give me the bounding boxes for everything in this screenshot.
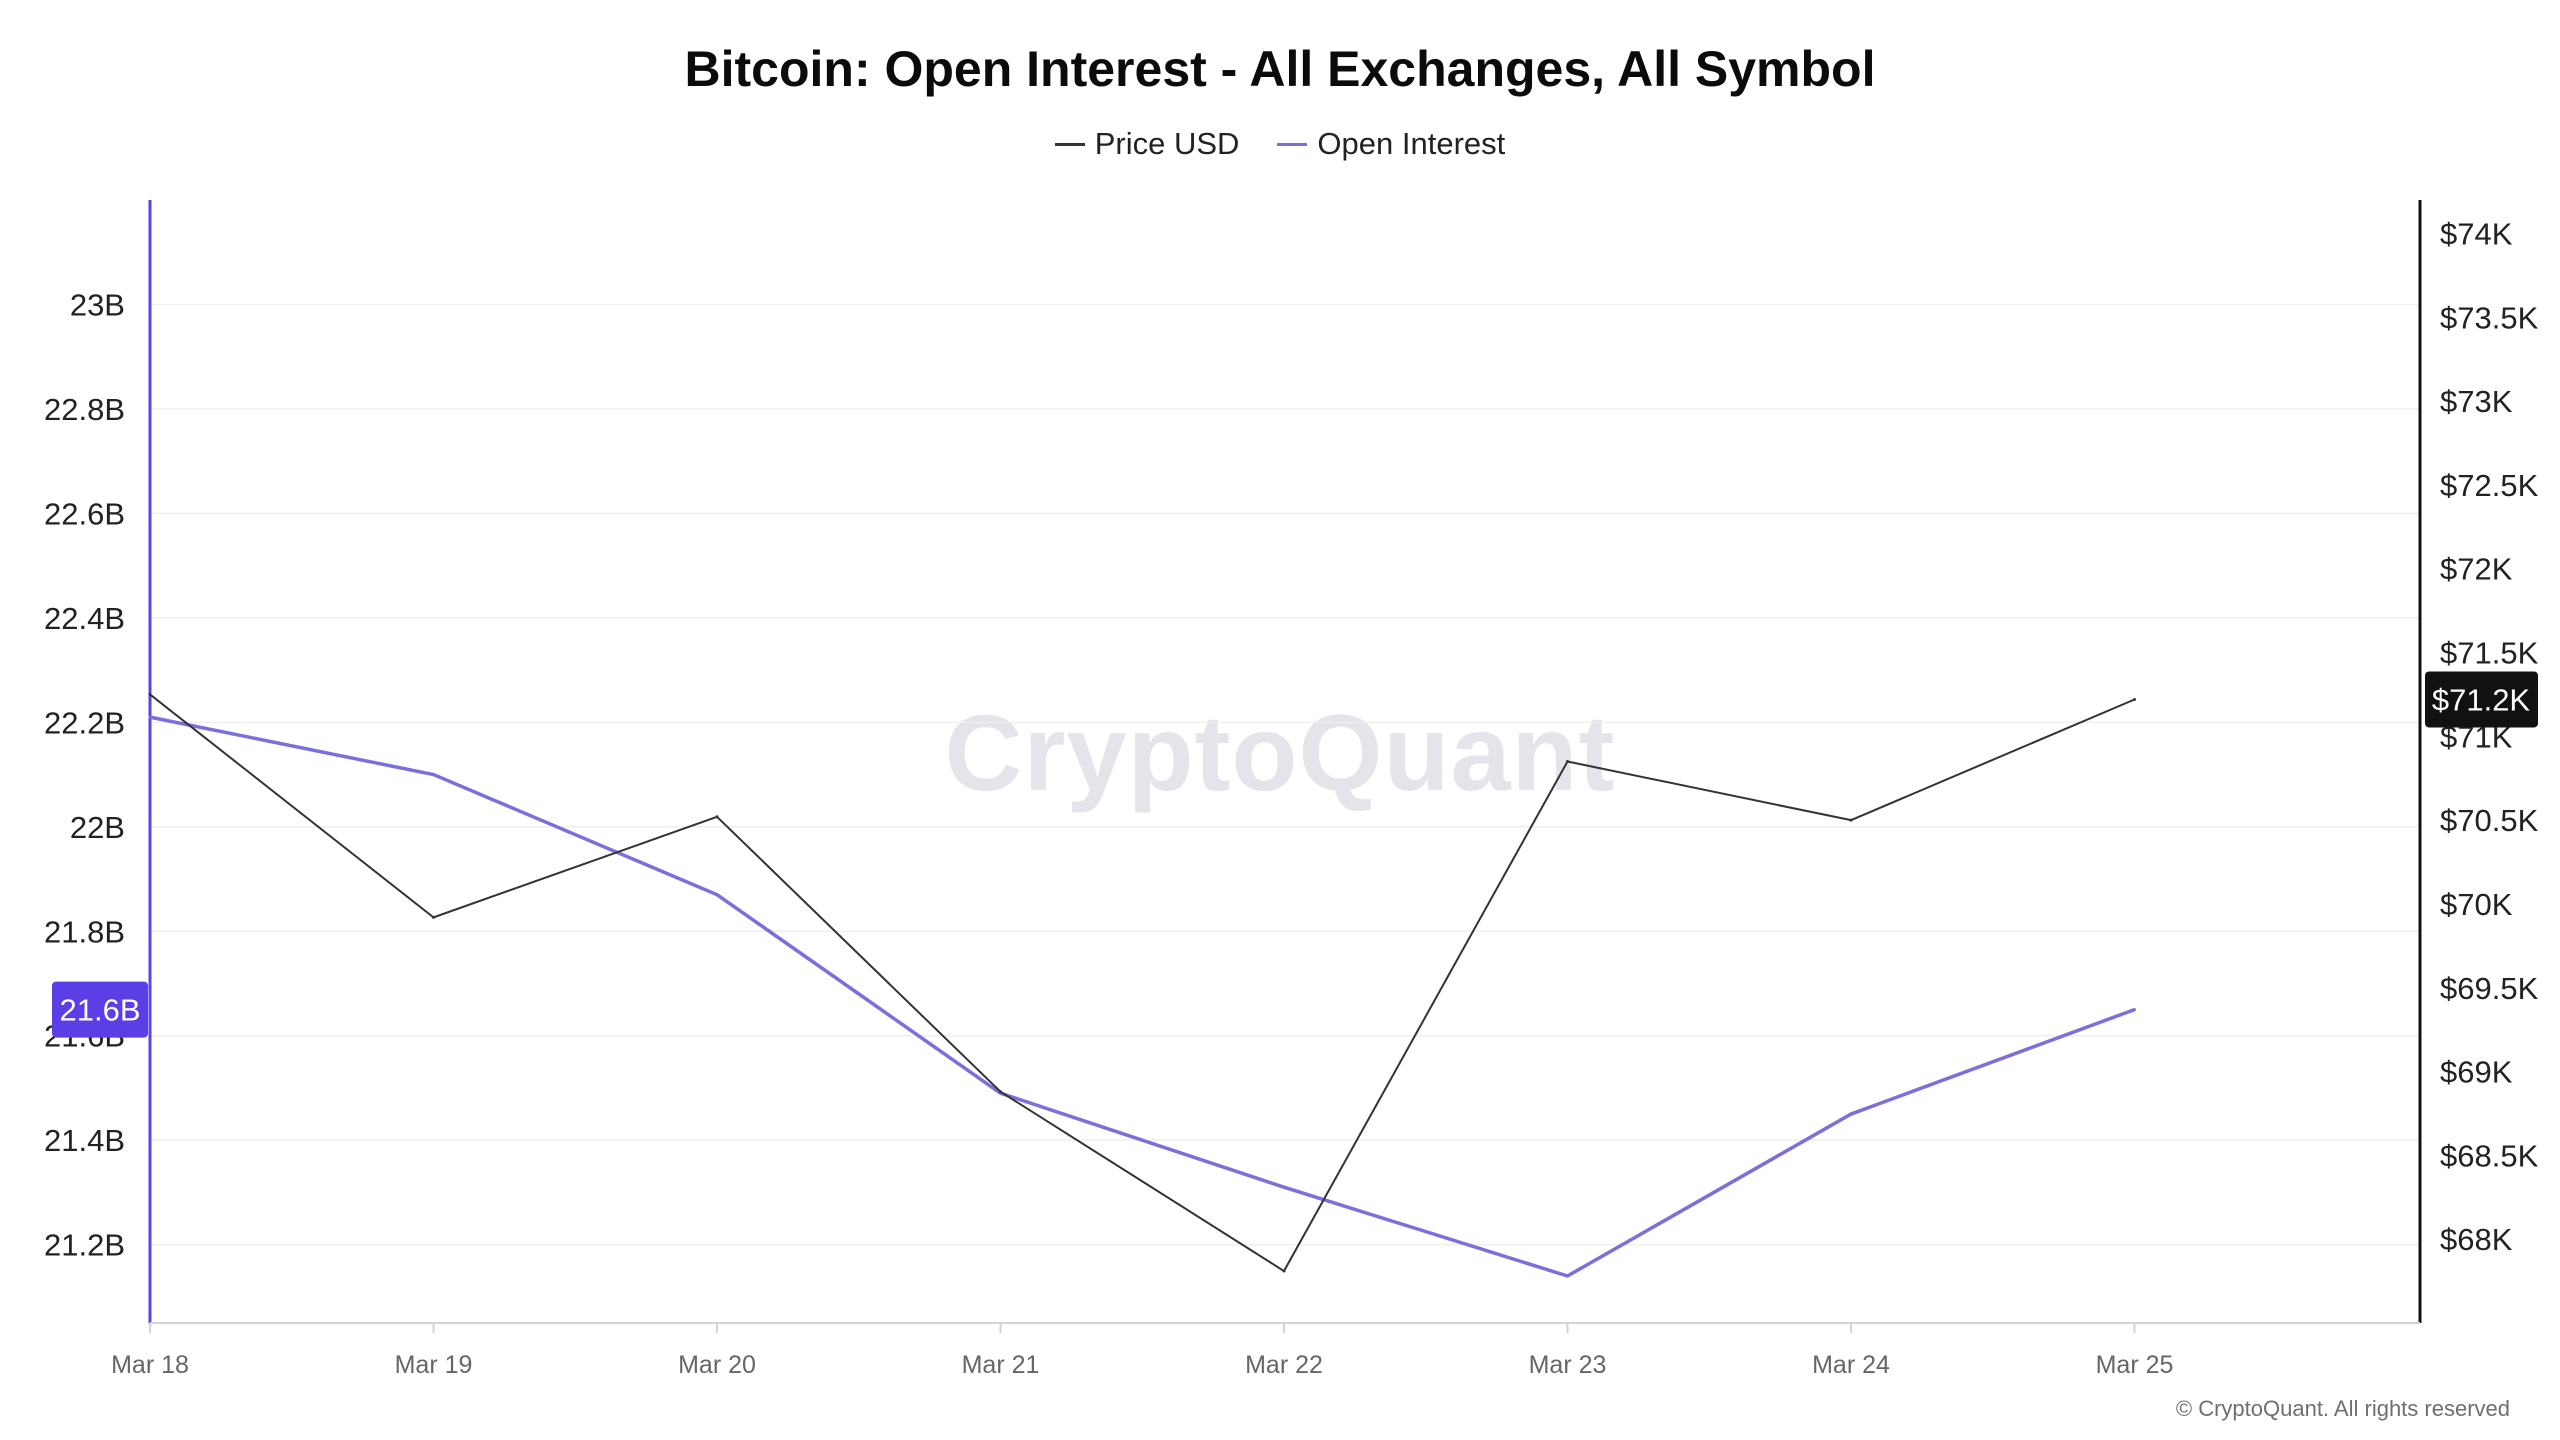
price-current-label: $71.2K bbox=[2432, 682, 2531, 717]
right-tick-label: $72.5K bbox=[2440, 468, 2539, 503]
left-tick-label: 22.2B bbox=[44, 705, 125, 740]
price-usd-point bbox=[2133, 697, 2136, 701]
right-tick-label: $73.5K bbox=[2440, 300, 2539, 335]
legend: Price USD Open Interest bbox=[0, 126, 2560, 162]
x-tick-label: Mar 23 bbox=[1529, 1351, 1607, 1379]
legend-item-open-interest[interactable]: Open Interest bbox=[1277, 126, 1505, 162]
x-tick-label: Mar 18 bbox=[111, 1351, 189, 1379]
x-tick-label: Mar 20 bbox=[678, 1351, 756, 1379]
left-tick-label: 23B bbox=[70, 287, 125, 322]
copyright: © CryptoQuant. All rights reserved bbox=[2175, 1396, 2510, 1421]
right-tick-label: $74K bbox=[2440, 217, 2513, 252]
left-tick-label: 22.6B bbox=[44, 496, 125, 531]
right-tick-label: $70K bbox=[2440, 887, 2513, 922]
chart-title: Bitcoin: Open Interest - All Exchanges, … bbox=[684, 41, 1876, 97]
legend-item-price[interactable]: Price USD bbox=[1054, 126, 1240, 162]
series-lines bbox=[148, 692, 2136, 1278]
left-tick-label: 21.8B bbox=[44, 914, 125, 949]
price-usd-point bbox=[999, 1090, 1002, 1094]
open-interest-line bbox=[149, 715, 2136, 1278]
price-usd-point bbox=[1566, 760, 1569, 763]
left-tick-label: 21.4B bbox=[44, 1123, 125, 1158]
watermark: CryptoQuant bbox=[944, 692, 1616, 813]
x-tick-label: Mar 24 bbox=[1812, 1351, 1890, 1379]
price-usd-point bbox=[1849, 818, 1853, 822]
right-tick-label: $71.5K bbox=[2440, 636, 2539, 671]
current-value-markers: 21.6B $71.2K bbox=[52, 671, 2538, 1038]
right-tick-label: $72K bbox=[2440, 552, 2513, 587]
open-interest-point bbox=[1282, 1185, 1286, 1189]
x-tick-label: Mar 21 bbox=[962, 1351, 1040, 1379]
price-current-badge bbox=[2425, 671, 2538, 728]
legend-label-open-interest: Open Interest bbox=[1317, 126, 1506, 161]
left-tick-label: 22B bbox=[70, 810, 125, 845]
price-usd-point bbox=[432, 915, 435, 919]
right-tick-label: $70.5K bbox=[2440, 803, 2539, 838]
open-interest-point bbox=[715, 893, 719, 897]
price-usd-point bbox=[148, 692, 152, 696]
axes bbox=[148, 200, 2422, 1333]
left-tick-label: 22.4B bbox=[44, 601, 125, 636]
open-interest-point bbox=[432, 773, 435, 777]
right-tick-label: $68K bbox=[2440, 1222, 2513, 1257]
open-interest-point bbox=[2133, 1008, 2136, 1012]
legend-swatch-price bbox=[1054, 142, 1085, 146]
tick-labels: 21.2B 21.4B 21.6B 21.8B 22B 22.2B 22.4B 22.6B 22… bbox=[44, 217, 2539, 1379]
grid bbox=[150, 303, 2420, 1246]
x-tick-label: Mar 22 bbox=[1245, 1351, 1323, 1379]
open-interest-point bbox=[1566, 1274, 1569, 1278]
open-interest-point bbox=[1849, 1112, 1853, 1116]
left-tick-label: 21.2B bbox=[44, 1228, 125, 1263]
open-interest-current-label: 21.6B bbox=[59, 993, 140, 1028]
open-interest-point bbox=[148, 715, 152, 719]
price-usd-point bbox=[1282, 1269, 1286, 1273]
legend-label-price: Price USD bbox=[1094, 126, 1240, 161]
x-tick-label: Mar 19 bbox=[395, 1351, 473, 1379]
right-tick-label: $73K bbox=[2440, 384, 2513, 419]
x-tick-label: Mar 25 bbox=[2096, 1351, 2174, 1379]
legend-swatch-open-interest bbox=[1277, 142, 1308, 146]
left-tick-label: 22.8B bbox=[44, 392, 125, 427]
open-interest-current-badge bbox=[52, 981, 148, 1038]
price-usd-line bbox=[149, 693, 2135, 1273]
right-tick-label: $69.5K bbox=[2440, 971, 2539, 1006]
price-usd-point bbox=[715, 815, 719, 819]
right-tick-label: $69K bbox=[2440, 1055, 2513, 1090]
right-tick-label: $68.5K bbox=[2440, 1138, 2539, 1173]
